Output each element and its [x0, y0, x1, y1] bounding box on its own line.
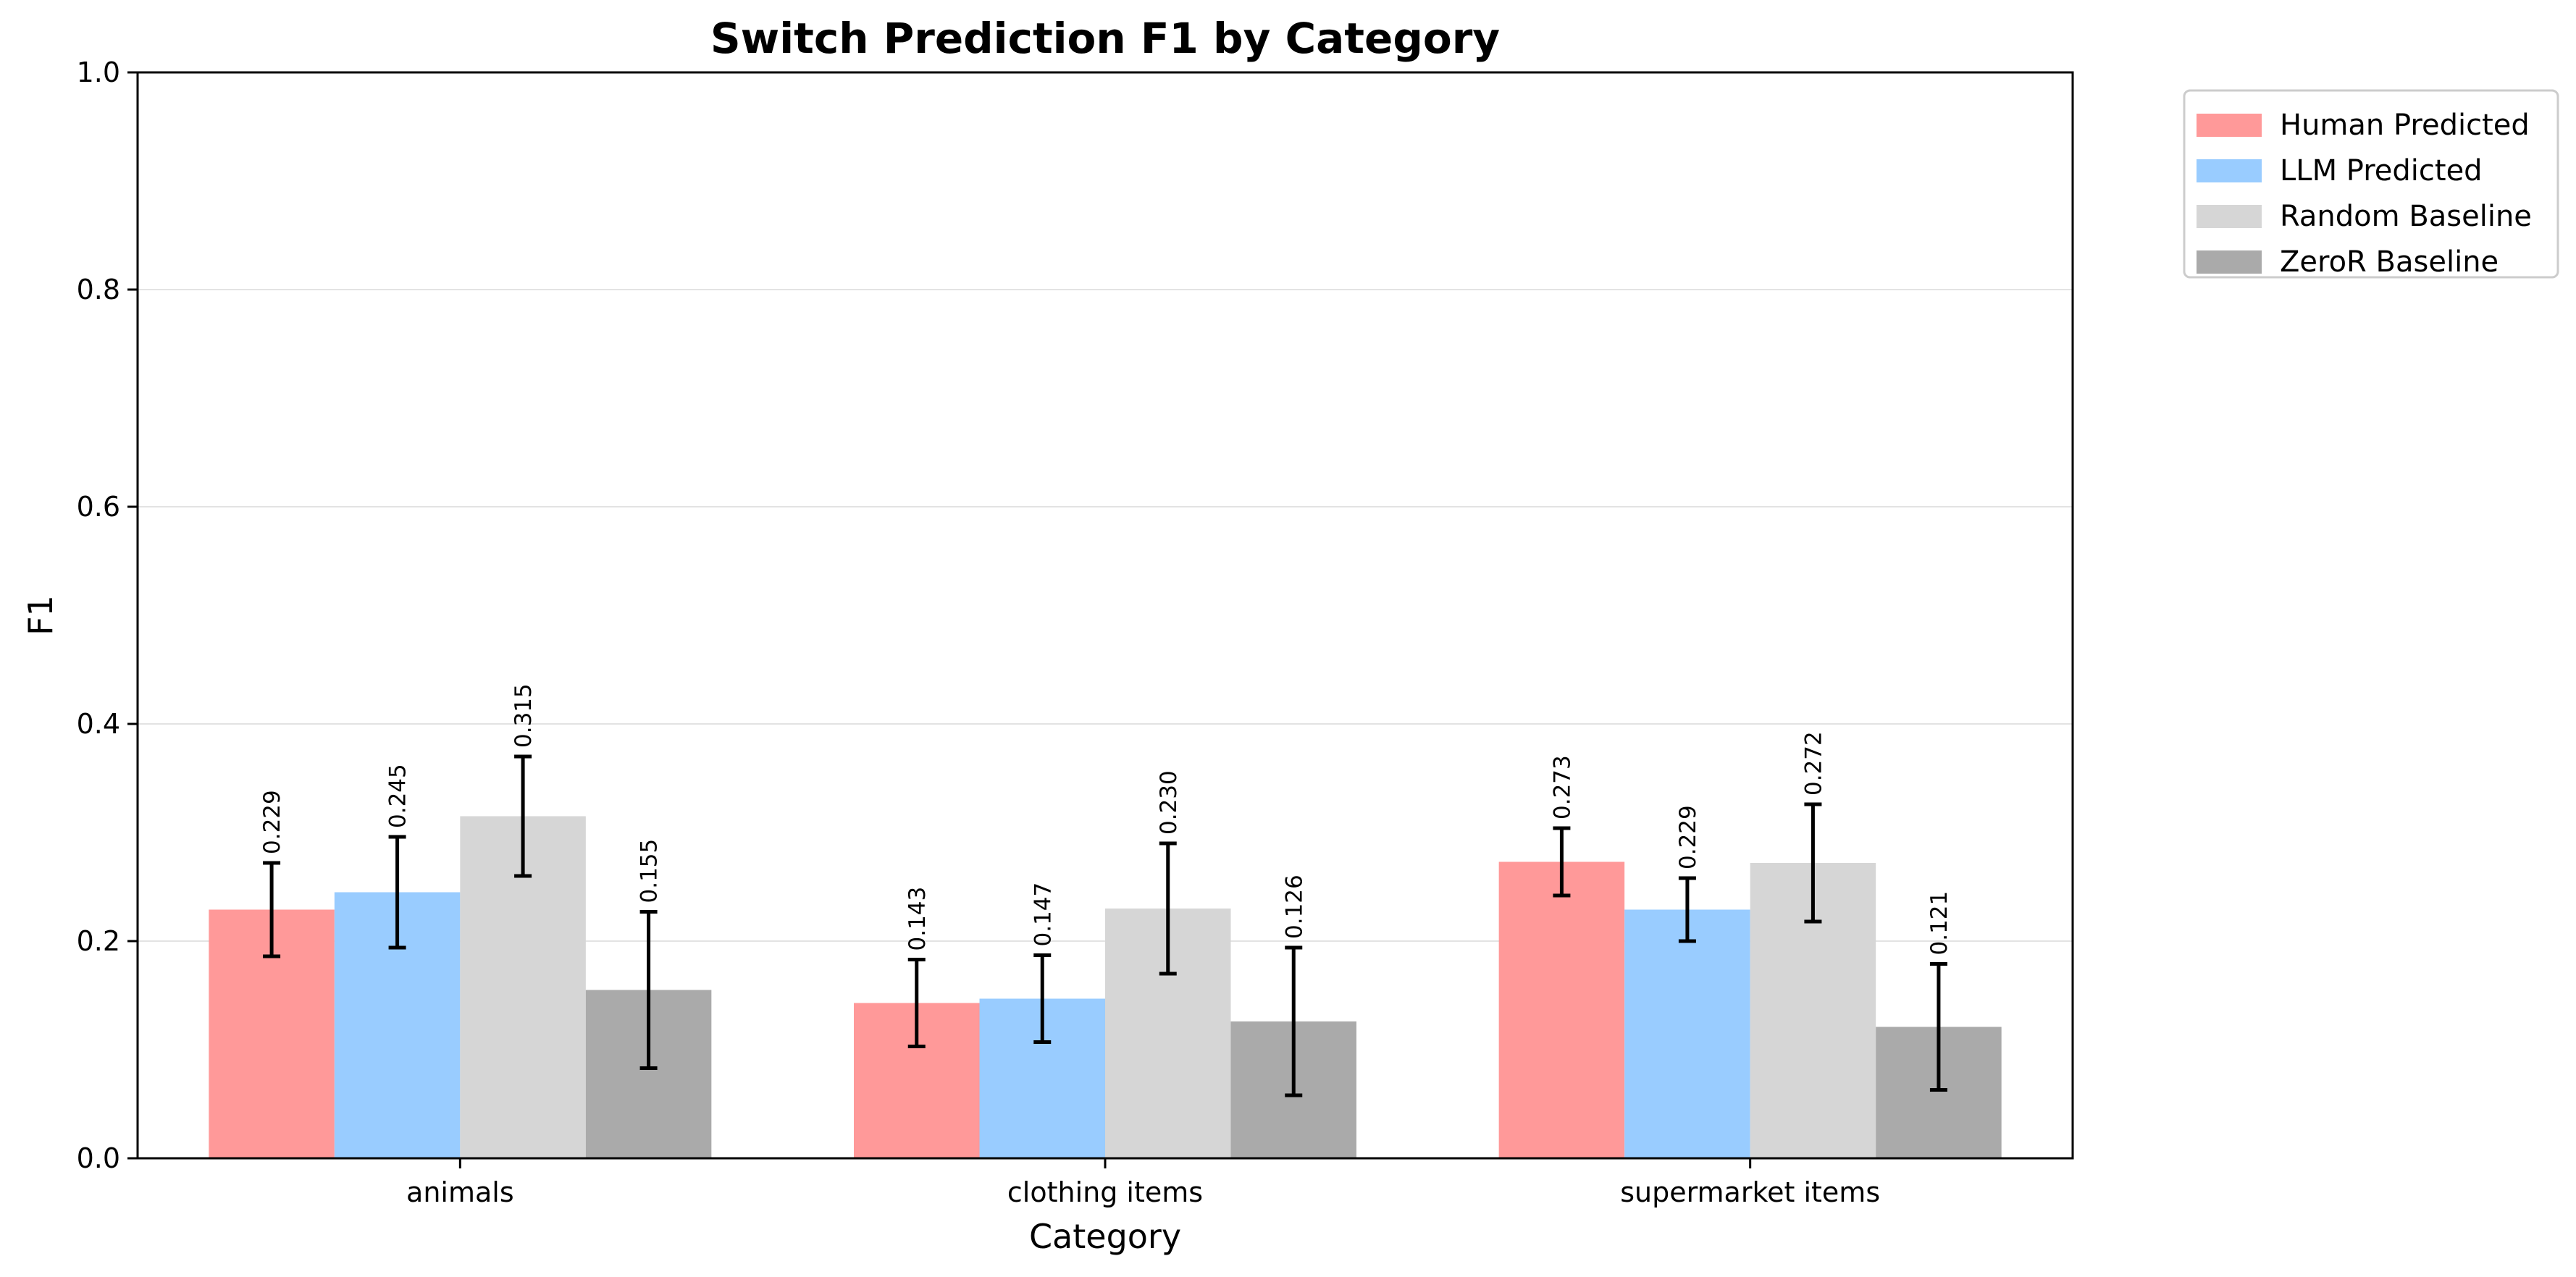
data-label: 0.272 [1800, 731, 1826, 796]
data-label: 0.121 [1926, 891, 1952, 956]
legend-entry: Human Predicted [2280, 109, 2530, 142]
legend-entry: LLM Predicted [2280, 154, 2483, 187]
data-label: 0.126 [1281, 874, 1307, 939]
bar [1498, 861, 1625, 1158]
bar [1624, 909, 1750, 1158]
legend-entry: Random Baseline [2280, 200, 2532, 233]
x-axis-label: Category [1029, 1217, 1181, 1256]
legend: Human Predicted LLM Predicted Random Basel… [2183, 89, 2559, 279]
data-label: 0.147 [1030, 882, 1056, 947]
data-label: 0.229 [259, 790, 285, 854]
data-label: 0.143 [905, 887, 931, 951]
y-tick-label: 1.0 [77, 56, 120, 88]
chart-title: Switch Prediction F1 by Category [710, 14, 1500, 63]
error-bars [263, 754, 1947, 1097]
x-tick-label: clothing items [1007, 1176, 1203, 1208]
bars [209, 816, 2002, 1158]
y-tick-label: 0.8 [77, 274, 120, 305]
y-tick-label: 0.0 [77, 1142, 120, 1174]
y-axis-ticks: 0.0 0.2 0.4 0.6 0.8 1.0 [77, 56, 138, 1174]
data-label: 0.155 [637, 839, 663, 903]
data-label: 0.230 [1156, 770, 1182, 835]
x-axis-ticks: animals clothing items supermarket items [406, 1158, 1880, 1208]
legend-swatch [2197, 159, 2262, 182]
y-axis-label: F1 [21, 595, 60, 636]
y-tick-label: 0.6 [77, 491, 120, 523]
y-tick-label: 0.4 [77, 708, 120, 740]
data-label: 0.245 [385, 764, 411, 828]
x-tick-label: supermarket items [1620, 1176, 1880, 1208]
data-labels: 0.229 0.245 0.315 0.155 0.143 0.147 0.230 0.126… [259, 683, 1952, 955]
y-tick-label: 0.2 [77, 925, 120, 957]
x-tick-label: animals [406, 1176, 514, 1208]
legend-swatch [2197, 205, 2262, 228]
legend-swatch [2197, 250, 2262, 274]
data-label: 0.229 [1675, 805, 1701, 869]
legend-frame [2183, 89, 2559, 279]
grid-lines [138, 289, 2073, 942]
legend-entry: ZeroR Baseline [2280, 245, 2499, 279]
data-label: 0.315 [511, 683, 537, 748]
legend-swatch [2197, 114, 2262, 137]
data-label: 0.273 [1549, 755, 1575, 819]
